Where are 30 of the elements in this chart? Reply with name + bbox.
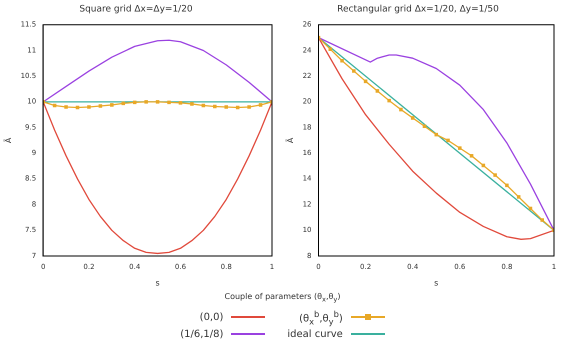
y-axis-title: Ã (284, 137, 295, 144)
point (328, 47, 332, 51)
point (516, 195, 520, 199)
point (399, 108, 403, 112)
point (340, 58, 344, 63)
point (540, 218, 544, 222)
point (493, 173, 497, 177)
x-axis-title: s (156, 278, 160, 288)
point (505, 184, 509, 188)
legend-label: ideal curve (287, 328, 343, 340)
point (458, 146, 462, 150)
point (482, 164, 486, 168)
chart-title: Rectangular grid Δx=1/20, Δy=1/50 (337, 4, 500, 15)
point (410, 116, 414, 120)
point (434, 132, 438, 136)
legend-label: (0,0) (200, 312, 224, 323)
point (528, 206, 532, 210)
legend-label: (θ$_{x}$$^{b}$,θ$_{y}$$^{b}$) (299, 308, 343, 326)
point (352, 69, 356, 73)
point (422, 124, 426, 128)
legend-label: (1/6,1/8) (180, 328, 224, 340)
point (470, 154, 474, 158)
point (376, 89, 380, 93)
x-axis-title: s (434, 278, 438, 288)
point (364, 80, 368, 84)
y-axis-title: Ã (2, 137, 13, 144)
chart-title: Square grid Δx=Δy=1/20 (79, 4, 193, 15)
point (387, 98, 391, 102)
point (446, 138, 450, 142)
legend-title: Couple of parameters (θ$_{x}$,θ$_{y}$) (224, 292, 342, 304)
